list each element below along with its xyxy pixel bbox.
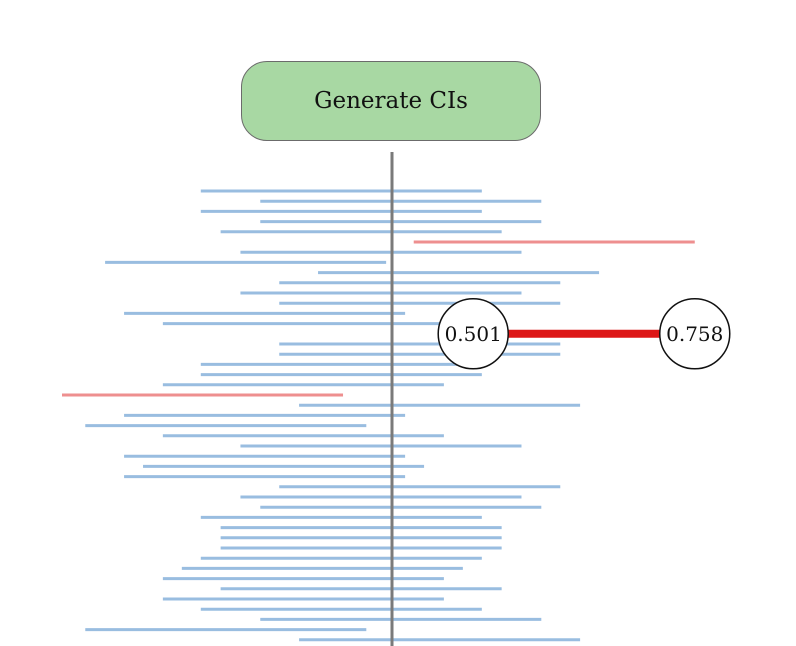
lower-bound-marker — [437, 298, 509, 370]
lower-bound-label: 0.501 — [445, 322, 502, 346]
generate-cis-button[interactable]: Generate CIs — [241, 61, 541, 141]
upper-bound-marker — [659, 298, 731, 370]
upper-bound-label: 0.758 — [666, 322, 723, 346]
